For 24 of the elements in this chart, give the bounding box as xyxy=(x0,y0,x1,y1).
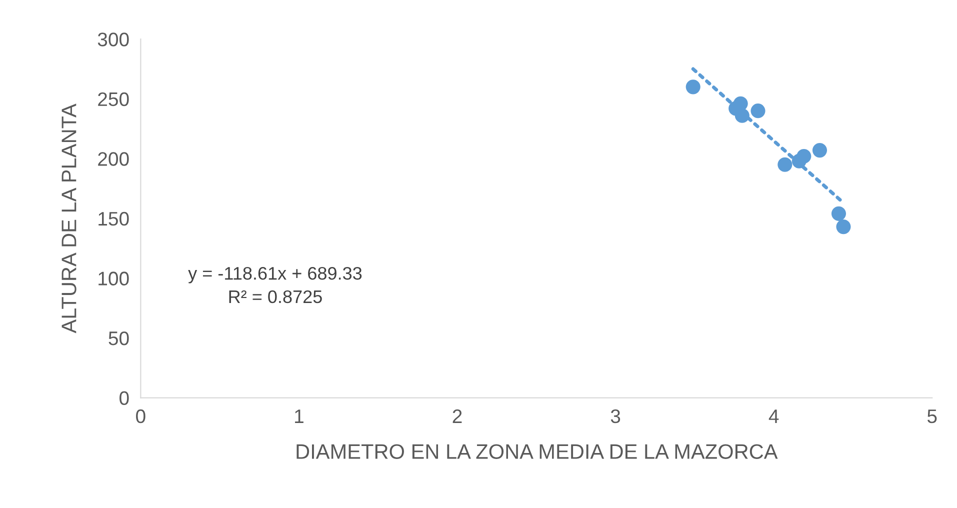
x-tick-label: 3 xyxy=(610,409,620,424)
x-axis-title: DIAMETRO EN LA ZONA MEDIA DE LA MAZORCA xyxy=(296,444,778,459)
y-tick-label: 0 xyxy=(120,391,129,405)
y-tick-label: 200 xyxy=(98,152,129,166)
point xyxy=(796,148,812,164)
annotation: y = -118.61x + 689.33 R² = 0.8725 xyxy=(188,266,362,304)
point xyxy=(686,80,700,94)
point xyxy=(831,206,846,221)
point xyxy=(812,143,828,158)
x-tick-label: 0 xyxy=(136,409,146,424)
point xyxy=(778,157,792,172)
y-tick-label: 150 xyxy=(98,212,129,226)
y-tick-label: 100 xyxy=(98,272,129,286)
y-axis-title: ALTURA DE LA PLANTA xyxy=(62,104,76,334)
x-tick-label: 2 xyxy=(452,409,462,423)
y-tick-label: 50 xyxy=(108,331,129,346)
point xyxy=(734,108,750,123)
x-tick-label: 4 xyxy=(768,410,779,423)
x-tick-label: 5 xyxy=(927,410,937,424)
point xyxy=(836,220,851,234)
y-tick-label: 250 xyxy=(98,92,129,106)
x-tick-label: 1 xyxy=(295,410,304,423)
y-tick-label: 300 xyxy=(98,32,129,46)
point xyxy=(750,104,766,118)
